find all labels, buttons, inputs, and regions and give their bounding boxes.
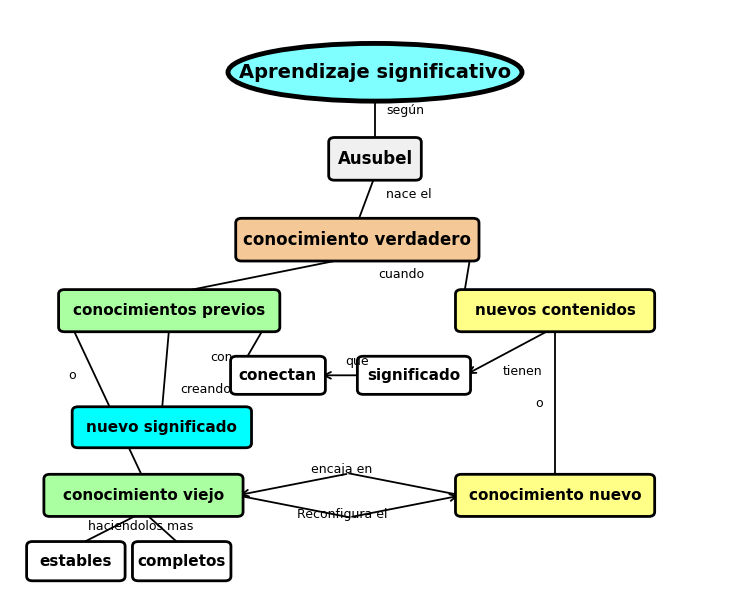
Text: conocimiento verdadero: conocimiento verdadero: [243, 231, 471, 249]
Text: completos: completos: [137, 554, 226, 568]
FancyBboxPatch shape: [455, 474, 655, 517]
Text: Aprendizaje significativo: Aprendizaje significativo: [239, 63, 511, 82]
Text: cuando: cuando: [379, 268, 424, 281]
FancyBboxPatch shape: [236, 219, 479, 261]
Text: o: o: [68, 369, 76, 382]
Text: Ausubel: Ausubel: [338, 150, 412, 168]
Text: encaja en: encaja en: [311, 464, 373, 477]
Text: conocimiento viejo: conocimiento viejo: [63, 488, 224, 503]
FancyBboxPatch shape: [58, 290, 280, 332]
FancyBboxPatch shape: [44, 474, 243, 517]
FancyBboxPatch shape: [328, 137, 422, 180]
FancyBboxPatch shape: [455, 290, 655, 332]
Text: significado: significado: [368, 368, 460, 383]
Text: Reconfigura el: Reconfigura el: [297, 508, 387, 521]
FancyBboxPatch shape: [230, 356, 326, 395]
Text: con: con: [210, 352, 232, 365]
FancyBboxPatch shape: [357, 356, 470, 395]
Text: estables: estables: [40, 554, 112, 568]
Text: que: que: [346, 355, 369, 368]
Text: conectan: conectan: [238, 368, 317, 383]
Text: conocimiento nuevo: conocimiento nuevo: [469, 488, 641, 503]
FancyBboxPatch shape: [133, 541, 231, 581]
FancyBboxPatch shape: [72, 407, 251, 448]
FancyBboxPatch shape: [26, 541, 125, 581]
Text: tienen: tienen: [503, 365, 542, 378]
Text: nuevo significado: nuevo significado: [86, 420, 237, 435]
Ellipse shape: [228, 44, 522, 101]
Text: conocimientos previos: conocimientos previos: [73, 303, 266, 318]
Text: haciendolos mas: haciendolos mas: [88, 520, 194, 533]
Text: creando: creando: [180, 383, 231, 396]
Text: nace el: nace el: [386, 188, 432, 201]
Text: o: o: [535, 396, 542, 409]
Text: nuevos contenidos: nuevos contenidos: [475, 303, 635, 318]
Text: según: según: [386, 104, 424, 117]
